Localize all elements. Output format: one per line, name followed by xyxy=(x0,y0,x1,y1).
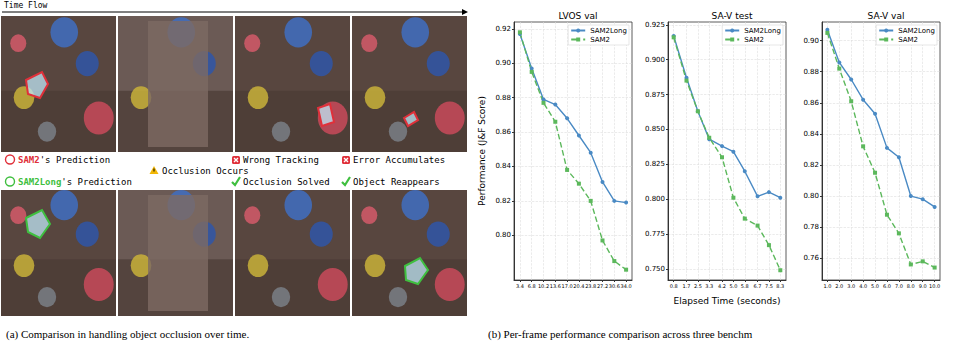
svg-text:4.2: 4.2 xyxy=(718,283,726,289)
svg-text:Wrong Tracking: Wrong Tracking xyxy=(243,155,319,165)
svg-text:0.82: 0.82 xyxy=(495,197,511,205)
svg-text:0.825: 0.825 xyxy=(645,160,665,168)
svg-text:Performance (J&F Score): Performance (J&F Score) xyxy=(477,96,487,206)
svg-text:5.0: 5.0 xyxy=(871,283,879,289)
svg-text:9.0: 9.0 xyxy=(919,283,927,289)
svg-text:0.86: 0.86 xyxy=(803,99,819,107)
svg-text:0.800: 0.800 xyxy=(645,195,665,203)
svg-text:SA-V val: SA-V val xyxy=(868,11,905,21)
svg-text:34.0: 34.0 xyxy=(621,283,632,289)
svg-text:0.80: 0.80 xyxy=(803,192,819,200)
svg-text:0.84: 0.84 xyxy=(495,162,511,170)
svg-text:Elapsed Time (seconds): Elapsed Time (seconds) xyxy=(674,296,781,306)
svg-text:30.6: 30.6 xyxy=(609,283,620,289)
svg-text:Occlusion Occurs: Occlusion Occurs xyxy=(162,166,249,176)
svg-text:1.7: 1.7 xyxy=(683,283,691,289)
svg-text:SAM2: SAM2 xyxy=(590,36,610,44)
svg-text:0.78: 0.78 xyxy=(803,223,819,231)
svg-text:13.6: 13.6 xyxy=(550,283,561,289)
svg-text:0.750: 0.750 xyxy=(645,265,665,273)
svg-text:4.0: 4.0 xyxy=(859,283,867,289)
svg-text:Occlusion Solved: Occlusion Solved xyxy=(243,177,330,187)
svg-text:2.0: 2.0 xyxy=(835,283,843,289)
svg-text:7.0: 7.0 xyxy=(895,283,903,289)
svg-text:6.8: 6.8 xyxy=(528,283,536,289)
svg-text:SA-V test: SA-V test xyxy=(712,11,753,21)
svg-text:0.8: 0.8 xyxy=(670,283,678,289)
svg-text:3.4: 3.4 xyxy=(516,283,524,289)
svg-text:SAM2Long: SAM2Long xyxy=(744,27,781,35)
svg-text:23.8: 23.8 xyxy=(585,283,596,289)
svg-text:Object Reappears: Object Reappears xyxy=(353,177,440,187)
svg-text:1.0: 1.0 xyxy=(823,283,831,289)
svg-text:SAM2: SAM2 xyxy=(898,36,918,44)
svg-text:0.875: 0.875 xyxy=(645,91,665,99)
svg-text:SAM2Long: SAM2Long xyxy=(898,27,935,35)
svg-text:3.0: 3.0 xyxy=(847,283,855,289)
html-text:(a) Comparison in handling obj: (a) Comparison in handling object occlus… xyxy=(6,328,250,340)
svg-text:SAM2: SAM2 xyxy=(744,36,764,44)
svg-text:SAM2Long: SAM2Long xyxy=(590,27,627,35)
svg-text:0.92: 0.92 xyxy=(495,25,511,33)
svg-text:0.88: 0.88 xyxy=(803,68,819,76)
svg-text:7.5: 7.5 xyxy=(765,283,773,289)
svg-text:0.76: 0.76 xyxy=(803,254,819,262)
svg-text:0.80: 0.80 xyxy=(495,231,511,239)
svg-text:0.90: 0.90 xyxy=(803,37,819,45)
svg-text:6.0: 6.0 xyxy=(883,283,891,289)
svg-text:6.7: 6.7 xyxy=(754,283,762,289)
svg-text:27.2: 27.2 xyxy=(597,283,608,289)
svg-text:0.925: 0.925 xyxy=(645,21,665,29)
svg-text:10.0: 10.0 xyxy=(929,283,940,289)
html-text:(b) Per-frame performance comp: (b) Per-frame performance comparison acr… xyxy=(488,328,753,340)
svg-text:0.88: 0.88 xyxy=(495,94,511,102)
svg-text:0.850: 0.850 xyxy=(645,125,665,133)
svg-text:8.3: 8.3 xyxy=(776,283,784,289)
svg-text:2.5: 2.5 xyxy=(694,283,702,289)
svg-text:0.86: 0.86 xyxy=(495,128,511,136)
svg-text:20.4: 20.4 xyxy=(573,283,584,289)
svg-text:0.775: 0.775 xyxy=(645,230,665,238)
svg-text:5.0: 5.0 xyxy=(729,283,737,289)
svg-text:Error Accumulates: Error Accumulates xyxy=(353,155,445,165)
svg-text:3.3: 3.3 xyxy=(705,283,713,289)
svg-text:0.84: 0.84 xyxy=(803,130,819,138)
svg-text:10.2: 10.2 xyxy=(538,283,549,289)
svg-text:0.900: 0.900 xyxy=(645,56,665,64)
svg-text:0.90: 0.90 xyxy=(495,59,511,67)
svg-text:SAM2's Prediction: SAM2's Prediction xyxy=(18,155,110,165)
svg-text:0.82: 0.82 xyxy=(803,161,819,169)
svg-text:SAM2Long's Prediction: SAM2Long's Prediction xyxy=(18,177,132,187)
svg-text:LVOS val: LVOS val xyxy=(558,11,597,21)
svg-text:8.0: 8.0 xyxy=(907,283,915,289)
svg-text:Time Flow: Time Flow xyxy=(4,1,48,10)
svg-text:17.0: 17.0 xyxy=(562,283,573,289)
svg-text:5.8: 5.8 xyxy=(741,283,749,289)
